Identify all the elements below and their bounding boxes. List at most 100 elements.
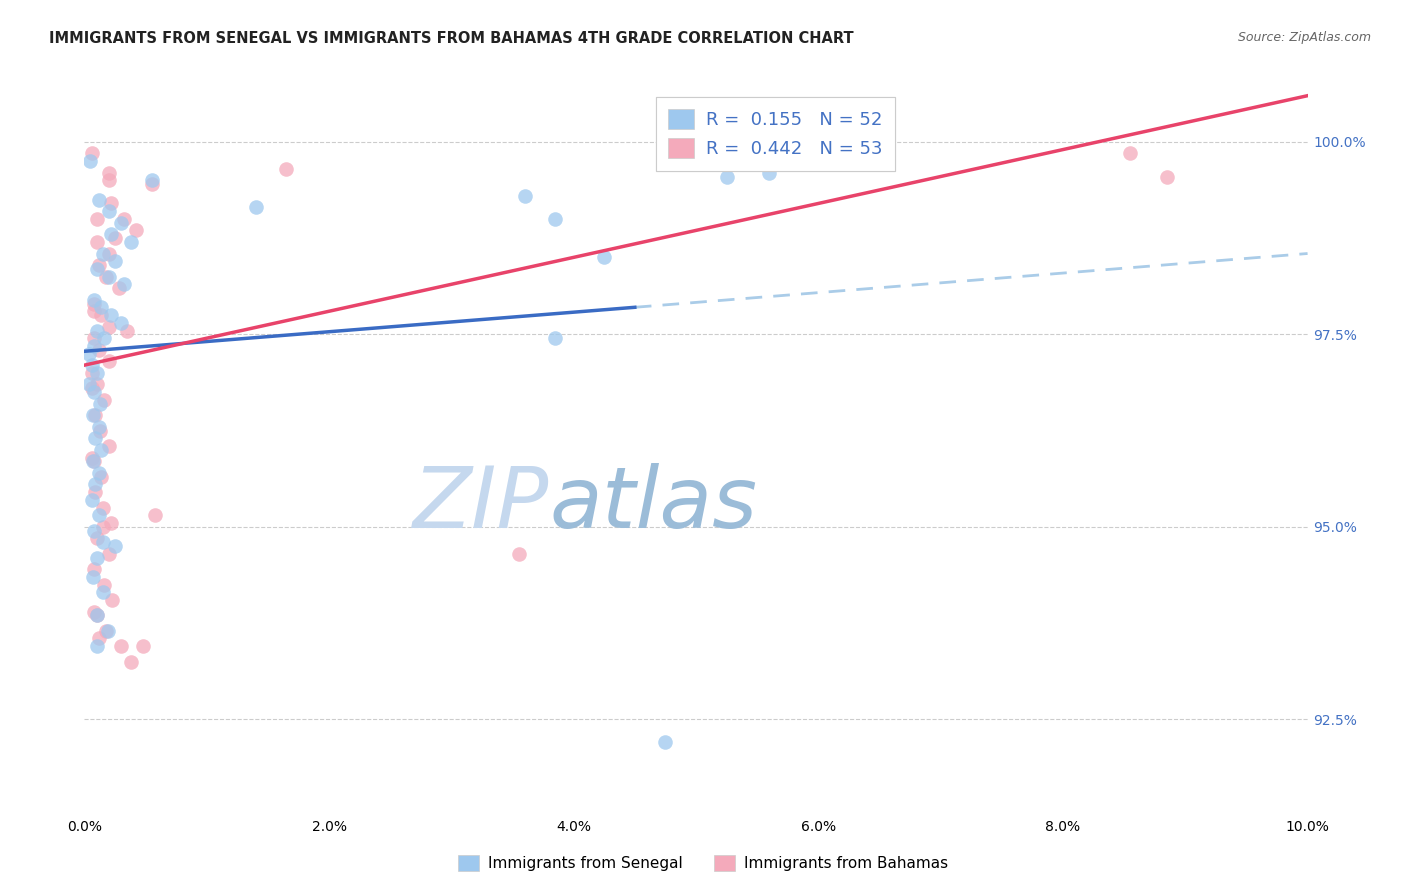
Point bbox=[104, 539, 127, 553]
Point bbox=[654, 735, 676, 749]
Point bbox=[120, 655, 142, 669]
Point bbox=[87, 193, 110, 207]
Point bbox=[97, 439, 120, 453]
Point bbox=[86, 261, 108, 276]
Point bbox=[87, 508, 110, 523]
Point bbox=[86, 608, 108, 623]
Text: IMMIGRANTS FROM SENEGAL VS IMMIGRANTS FROM BAHAMAS 4TH GRADE CORRELATION CHART: IMMIGRANTS FROM SENEGAL VS IMMIGRANTS FR… bbox=[49, 31, 853, 46]
Point bbox=[97, 166, 120, 180]
Point bbox=[87, 466, 110, 480]
Point bbox=[245, 200, 267, 214]
Point bbox=[143, 508, 166, 523]
Text: ZIP: ZIP bbox=[413, 463, 550, 546]
Legend: Immigrants from Senegal, Immigrants from Bahamas: Immigrants from Senegal, Immigrants from… bbox=[451, 849, 955, 877]
Point bbox=[90, 308, 112, 322]
Point bbox=[97, 319, 120, 334]
Point bbox=[90, 301, 112, 315]
Point bbox=[110, 216, 132, 230]
Point bbox=[89, 424, 111, 438]
Point bbox=[125, 223, 148, 237]
Point bbox=[83, 454, 105, 468]
Point bbox=[91, 585, 114, 599]
Point bbox=[79, 154, 101, 169]
Point bbox=[508, 547, 530, 561]
Point bbox=[132, 639, 155, 653]
Point bbox=[84, 431, 107, 445]
Point bbox=[100, 308, 122, 322]
Point bbox=[110, 639, 132, 653]
Point bbox=[83, 562, 105, 576]
Point bbox=[91, 520, 114, 534]
Point bbox=[141, 178, 163, 192]
Point bbox=[86, 235, 108, 249]
Point bbox=[86, 366, 108, 380]
Point bbox=[93, 392, 115, 407]
Point bbox=[77, 346, 100, 360]
Point bbox=[80, 450, 103, 465]
Point bbox=[758, 166, 780, 180]
Point bbox=[93, 331, 115, 345]
Point bbox=[101, 593, 124, 607]
Point bbox=[87, 419, 110, 434]
Point bbox=[115, 324, 138, 338]
Point bbox=[83, 385, 105, 400]
Point bbox=[141, 173, 163, 187]
Point bbox=[120, 235, 142, 249]
Point bbox=[83, 304, 105, 318]
Point bbox=[86, 608, 108, 623]
Point bbox=[104, 254, 127, 268]
Point bbox=[593, 251, 616, 265]
Point bbox=[783, 154, 806, 169]
Point bbox=[104, 231, 127, 245]
Text: atlas: atlas bbox=[550, 463, 758, 546]
Point bbox=[86, 532, 108, 546]
Point bbox=[84, 485, 107, 500]
Point bbox=[86, 211, 108, 226]
Point bbox=[100, 227, 122, 242]
Legend: R =  0.155   N = 52, R =  0.442   N = 53: R = 0.155 N = 52, R = 0.442 N = 53 bbox=[655, 96, 896, 170]
Point bbox=[90, 470, 112, 484]
Point bbox=[97, 624, 120, 638]
Point bbox=[83, 296, 105, 310]
Point bbox=[86, 639, 108, 653]
Point bbox=[1156, 169, 1178, 184]
Point bbox=[107, 281, 129, 295]
Point bbox=[96, 269, 118, 284]
Point bbox=[82, 570, 104, 584]
Point bbox=[82, 408, 104, 422]
Point bbox=[716, 169, 738, 184]
Point bbox=[112, 211, 135, 226]
Point bbox=[112, 277, 135, 292]
Point bbox=[86, 550, 108, 565]
Point bbox=[91, 246, 114, 260]
Point bbox=[86, 324, 108, 338]
Point bbox=[83, 339, 105, 353]
Point bbox=[80, 358, 103, 372]
Point bbox=[77, 377, 100, 392]
Point bbox=[84, 408, 107, 422]
Point bbox=[80, 381, 103, 395]
Point bbox=[93, 577, 115, 591]
Point bbox=[1119, 146, 1142, 161]
Point bbox=[110, 316, 132, 330]
Point bbox=[97, 246, 120, 260]
Point bbox=[90, 442, 112, 457]
Point bbox=[97, 269, 120, 284]
Point bbox=[97, 204, 120, 219]
Point bbox=[80, 492, 103, 507]
Point bbox=[97, 354, 120, 368]
Point bbox=[87, 632, 110, 646]
Point bbox=[96, 624, 118, 638]
Point bbox=[83, 331, 105, 345]
Point bbox=[97, 547, 120, 561]
Point bbox=[276, 161, 298, 176]
Point bbox=[80, 146, 103, 161]
Point bbox=[89, 397, 111, 411]
Point bbox=[544, 331, 567, 345]
Point bbox=[544, 211, 567, 226]
Point bbox=[80, 366, 103, 380]
Point bbox=[91, 500, 114, 515]
Point bbox=[84, 477, 107, 491]
Point bbox=[83, 293, 105, 307]
Point bbox=[83, 605, 105, 619]
